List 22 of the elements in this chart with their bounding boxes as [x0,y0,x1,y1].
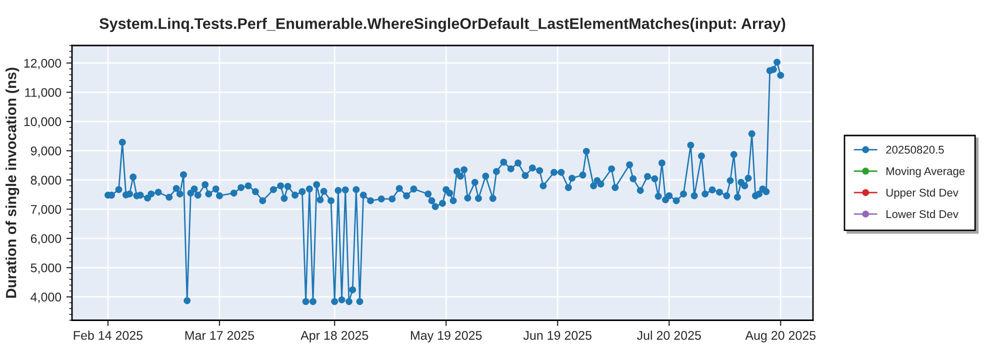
x-tick-label: Jun 19 2025 [523,330,592,340]
y-tick-label: 12,000 [24,58,62,70]
y-tick-label: 6,000 [30,234,62,245]
y-axis-title: Duration of single invocation (ns) [6,68,20,298]
legend-label: Upper Std Dev [886,188,958,199]
y-tick-label: 10,000 [24,117,62,128]
x-tick-label: Aug 20 2025 [745,330,816,342]
y-tick-label: 11,000 [25,88,62,98]
legend-label: 20250820.5 [886,146,944,154]
x-tick-label: May 19 2025 [410,330,482,342]
y-tick-label: 7,000 [30,204,62,216]
x-tick-label: Jul 20 2025 [636,330,701,340]
x-tick-label: Apr 18 2025 [300,330,368,342]
legend-label: Moving Average [886,166,965,178]
y-tick-label: 8,000 [30,176,62,186]
y-tick-label: 9,000 [30,146,62,157]
chart-title: System.Linq.Tests.Perf_Enumerable.WhereSingleOrDefault_LastElementMatches(input: Array) [100,18,786,32]
legend-label: Lower Std Dev [886,210,958,218]
y-tick-label: 4,000 [30,292,62,303]
x-tick-label: Feb 14 2025 [74,330,143,340]
x-tick-label: Mar 17 2025 [185,330,254,340]
y-tick-label: 5,000 [30,263,62,274]
